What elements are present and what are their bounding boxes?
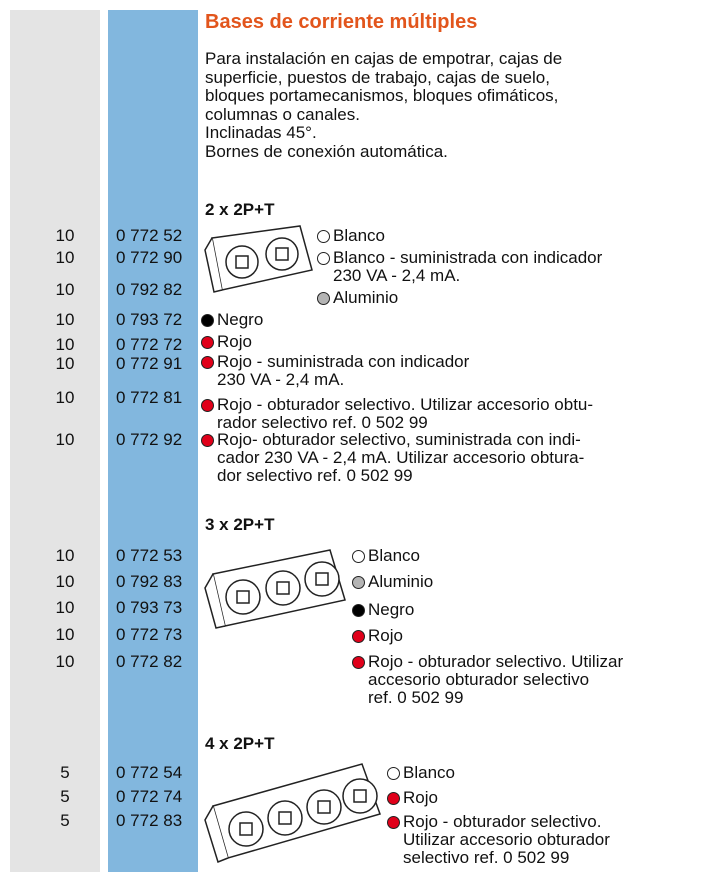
color-dot: [201, 434, 214, 447]
socket-3: [204, 549, 346, 629]
description: Blanco: [403, 763, 455, 782]
color-dot: [201, 314, 214, 327]
reference: 0 772 90: [116, 248, 183, 267]
quantity: 10: [55, 546, 75, 565]
color-dot: [387, 816, 400, 829]
reference: 0 772 83: [116, 811, 183, 830]
description: Rojo: [368, 626, 403, 645]
reference: 0 772 53: [116, 546, 183, 565]
quantity: 10: [55, 430, 75, 449]
color-dot: [352, 550, 365, 563]
reference: 0 772 92: [116, 430, 183, 449]
quantity: 10: [55, 572, 75, 591]
description: 230 VA - 2,4 mA.: [333, 266, 461, 285]
color-dot: [352, 576, 365, 589]
description: Blanco: [333, 226, 385, 245]
description: Negro: [217, 310, 264, 329]
description: Rojo - suministrada con indicador: [217, 352, 470, 371]
description: rador selectivo ref. 0 502 99: [217, 413, 428, 432]
color-dot: [317, 252, 330, 265]
description: Rojo: [217, 332, 252, 351]
color-dot: [352, 656, 365, 669]
color-dot: [201, 336, 214, 349]
quantity: 10: [55, 335, 75, 354]
description: dor selectivo ref. 0 502 99: [217, 466, 413, 485]
description: accesorio obturador selectivo: [368, 670, 590, 689]
quantity: 10: [55, 625, 75, 644]
section-heading: 4 x 2P+T: [205, 734, 275, 753]
description: Rojo - obturador selectivo. Utilizar: [368, 652, 624, 671]
description: ref. 0 502 99: [368, 688, 464, 707]
quantity: 5: [60, 787, 70, 806]
description: Rojo- obturador selectivo, suministrada …: [217, 430, 581, 449]
quantity: 10: [55, 354, 75, 373]
description: cador 230 VA - 2,4 mA. Utilizar accesori…: [217, 448, 585, 467]
quantity: 10: [55, 598, 75, 617]
color-dot: [201, 399, 214, 412]
description: 230 VA - 2,4 mA.: [217, 370, 345, 389]
intro-line: bloques portamecanismos, bloques ofimáti…: [205, 86, 559, 105]
socket-2: [204, 225, 313, 293]
reference: 0 772 74: [116, 787, 183, 806]
description: Rojo - obturador selectivo.: [403, 812, 602, 831]
reference: 0 772 73: [116, 625, 183, 644]
color-dot: [387, 767, 400, 780]
color-dot: [317, 230, 330, 243]
reference: 0 772 82: [116, 652, 183, 671]
description: selectivo ref. 0 502 99: [403, 848, 570, 867]
intro-line: columnas o canales.: [205, 104, 360, 124]
description: Aluminio: [333, 288, 399, 307]
color-dot: [352, 604, 365, 617]
quantity: 10: [55, 226, 75, 245]
quantity: 5: [60, 763, 70, 782]
section-heading: 2 x 2P+T: [205, 200, 275, 219]
reference: 0 793 73: [116, 598, 183, 617]
quantity: 10: [55, 280, 75, 299]
description: Negro: [368, 600, 415, 619]
intro-line: Bornes de conexión automática.: [205, 141, 448, 161]
quantity: 5: [60, 811, 70, 830]
description: Blanco - suministrada con indicador: [333, 248, 603, 267]
reference: 0 793 72: [116, 310, 183, 329]
intro-line: Inclinadas 45°.: [205, 123, 317, 142]
reference: 0 772 91: [116, 354, 183, 373]
title: Bases de corriente múltiples: [205, 11, 478, 33]
description: Rojo: [403, 788, 438, 807]
color-dot: [317, 292, 330, 305]
reference: 0 792 83: [116, 572, 183, 591]
quantity: 10: [55, 310, 75, 329]
description: Aluminio: [368, 572, 434, 591]
description: Blanco: [368, 546, 420, 565]
section-heading: 3 x 2P+T: [205, 515, 275, 534]
quantity: 10: [55, 388, 75, 407]
socket-4: [204, 763, 381, 863]
intro-line: superficie, puestos de trabajo, cajas de…: [205, 67, 550, 87]
description: Rojo - obturador selectivo. Utilizar acc…: [217, 395, 594, 414]
reference: 0 792 82: [116, 280, 183, 299]
ref-column: [108, 10, 198, 872]
color-dot: [352, 630, 365, 643]
description: Utilizar accesorio obturador: [403, 830, 610, 849]
reference: 0 772 81: [116, 388, 183, 407]
reference: 0 772 72: [116, 335, 183, 354]
quantity: 10: [55, 248, 75, 267]
reference: 0 772 52: [116, 226, 183, 245]
reference: 0 772 54: [116, 763, 183, 782]
qty-column: [10, 10, 100, 872]
color-dot: [201, 356, 214, 369]
intro-line: Para instalación en cajas de empotrar, c…: [205, 49, 563, 68]
quantity: 10: [55, 652, 75, 671]
color-dot: [387, 792, 400, 805]
